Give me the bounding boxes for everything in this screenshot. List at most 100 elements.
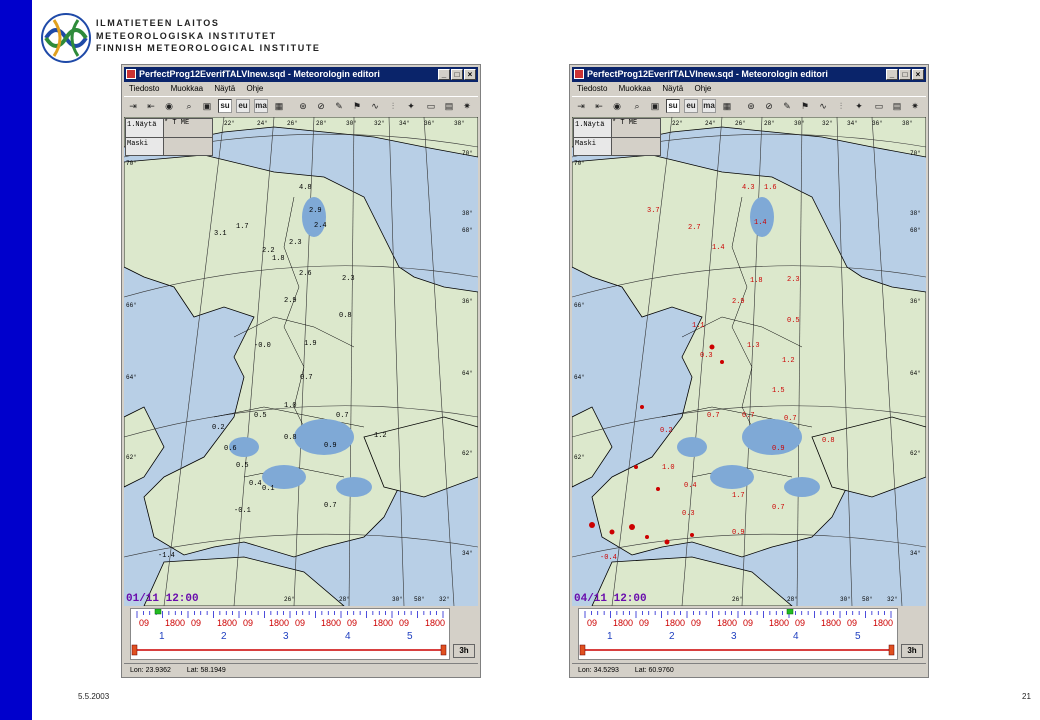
info-row-view[interactable]: 1.Näytä * T ME bbox=[573, 118, 661, 137]
table-icon[interactable]: ▤ bbox=[444, 101, 454, 111]
current-time-marker[interactable] bbox=[786, 609, 794, 615]
zoom-icon[interactable]: ⌕ bbox=[186, 101, 192, 111]
database-icon[interactable]: ◉ bbox=[613, 101, 621, 111]
database-icon[interactable]: ◉ bbox=[165, 101, 173, 111]
time-range-end-handle[interactable] bbox=[440, 644, 447, 656]
chart-icon[interactable]: ⫶ bbox=[391, 101, 395, 111]
load-data-icon[interactable]: ⇥ bbox=[129, 101, 137, 111]
lat-readout: Lat: 60.9760 bbox=[634, 667, 674, 674]
svg-text:28°: 28° bbox=[764, 120, 775, 127]
wind-icon[interactable]: ⚑ bbox=[352, 101, 362, 111]
svg-text:4.8: 4.8 bbox=[299, 184, 312, 192]
map-su-button[interactable]: su bbox=[666, 99, 680, 113]
svg-text:0.5: 0.5 bbox=[787, 317, 800, 325]
menu-edit[interactable]: Muokkaa bbox=[170, 84, 204, 93]
compass-icon[interactable]: ⊛ bbox=[747, 101, 755, 111]
grid-icon[interactable]: ▦ bbox=[274, 101, 284, 111]
svg-text:22°: 22° bbox=[224, 120, 235, 127]
close-button[interactable]: × bbox=[912, 69, 924, 80]
weather-map[interactable]: 4.8 2.9 3.1 1.7 2.4 2.3 2.2 1.8 2.6 2.3 … bbox=[124, 117, 478, 606]
zoom-area-icon[interactable]: ▣ bbox=[202, 101, 212, 111]
svg-text:28°: 28° bbox=[316, 120, 327, 127]
map-ma-button[interactable]: ma bbox=[702, 99, 716, 113]
info-row-view[interactable]: 1.Näytä * T ME bbox=[125, 118, 213, 137]
timeline-hour-label: 1800 bbox=[165, 618, 185, 628]
svg-text:0.7: 0.7 bbox=[784, 415, 797, 423]
time-range-end-handle[interactable] bbox=[888, 644, 895, 656]
svg-text:64°: 64° bbox=[910, 370, 921, 377]
screen-icon[interactable]: ▭ bbox=[426, 101, 436, 111]
timeline-day-label: 2 bbox=[221, 631, 227, 642]
lightbulb-icon[interactable]: ✦ bbox=[407, 101, 415, 111]
chart-icon[interactable]: ⫶ bbox=[839, 101, 843, 111]
wind-icon[interactable]: ⚑ bbox=[800, 101, 810, 111]
settings-icon[interactable]: ✷ bbox=[463, 101, 471, 111]
timeline-hour-label: 09 bbox=[347, 618, 357, 628]
svg-text:38°: 38° bbox=[910, 210, 921, 217]
zoom-area-icon[interactable]: ▣ bbox=[650, 101, 660, 111]
window-titlebar[interactable]: PerfectProg12EverifTALVInew.sqd - Meteor… bbox=[572, 67, 926, 82]
minimize-button[interactable]: _ bbox=[438, 69, 450, 80]
maximize-button[interactable]: □ bbox=[451, 69, 463, 80]
load-data-icon[interactable]: ⇥ bbox=[577, 101, 585, 111]
tool-icon[interactable]: ✎ bbox=[335, 101, 343, 111]
time-step-button[interactable]: 3h bbox=[453, 644, 475, 658]
svg-text:1.8: 1.8 bbox=[272, 255, 285, 263]
map-eu-button[interactable]: eu bbox=[684, 99, 698, 113]
svg-text:38°: 38° bbox=[454, 120, 465, 127]
minimize-button[interactable]: _ bbox=[886, 69, 898, 80]
screen-icon[interactable]: ▭ bbox=[874, 101, 884, 111]
logo-line-1: ILMATIETEEN LAITOS bbox=[96, 18, 220, 28]
time-range-start-handle[interactable] bbox=[131, 644, 138, 656]
timeline-hour-label: 09 bbox=[691, 618, 701, 628]
window-titlebar[interactable]: PerfectProg12EverifTALVInew.sqd - Meteor… bbox=[124, 67, 478, 82]
menu-file[interactable]: Tiedosto bbox=[577, 84, 608, 93]
timeline-hour-label: 09 bbox=[847, 618, 857, 628]
menu-file[interactable]: Tiedosto bbox=[129, 84, 160, 93]
weather-map[interactable]: 4.3 1.6 3.7 2.7 1.4 1.4 1.8 2.3 2.9 0.5 … bbox=[572, 117, 926, 606]
menu-view[interactable]: Näytä bbox=[662, 84, 684, 93]
save-data-icon[interactable]: ⇤ bbox=[595, 101, 603, 111]
svg-text:1.1: 1.1 bbox=[692, 322, 705, 330]
info-row-mask[interactable]: Maski bbox=[125, 137, 213, 156]
grid-icon[interactable]: ▦ bbox=[722, 101, 732, 111]
save-data-icon[interactable]: ⇤ bbox=[147, 101, 155, 111]
info-row-value bbox=[611, 138, 660, 155]
map-eu-button[interactable]: eu bbox=[236, 99, 250, 113]
table-icon[interactable]: ▤ bbox=[892, 101, 902, 111]
maximize-button[interactable]: □ bbox=[899, 69, 911, 80]
svg-text:70°: 70° bbox=[910, 150, 921, 157]
menu-help[interactable]: Ohje bbox=[694, 84, 712, 93]
timeline-hour-label: 09 bbox=[139, 618, 149, 628]
info-row-mask[interactable]: Maski bbox=[573, 137, 661, 156]
time-range-start-handle[interactable] bbox=[579, 644, 586, 656]
zoom-icon[interactable]: ⌕ bbox=[634, 101, 640, 111]
svg-text:-0.1: -0.1 bbox=[234, 507, 251, 515]
map-su-button[interactable]: su bbox=[218, 99, 232, 113]
logo-line-3: FINNISH METEOROLOGICAL INSTITUTE bbox=[96, 43, 321, 53]
settings-icon[interactable]: ✷ bbox=[911, 101, 919, 111]
menu-edit[interactable]: Muokkaa bbox=[618, 84, 652, 93]
brush-icon[interactable]: ⊘ bbox=[765, 101, 773, 111]
curve-icon[interactable]: ∿ bbox=[371, 101, 379, 111]
time-control[interactable]: 09 1800 09 1800 09 1800 09 1800 09 1800 09 1800 1 2 3 4… bbox=[130, 608, 450, 660]
editor-window-left: PerfectProg12EverifTALVInew.sqd - Meteor… bbox=[121, 64, 481, 678]
menu-help[interactable]: Ohje bbox=[246, 84, 264, 93]
timeline-hour-label: 1800 bbox=[665, 618, 685, 628]
time-control[interactable]: 09 1800 09 1800 09 1800 09 1800 09 1800 09 1800 1 2 3 4… bbox=[578, 608, 898, 660]
tool-icon[interactable]: ✎ bbox=[783, 101, 791, 111]
current-time-marker[interactable] bbox=[154, 609, 162, 615]
menu-view[interactable]: Näytä bbox=[214, 84, 236, 93]
curve-icon[interactable]: ∿ bbox=[819, 101, 827, 111]
svg-text:66°: 66° bbox=[574, 302, 585, 309]
map-ma-button[interactable]: ma bbox=[254, 99, 268, 113]
svg-text:0.5: 0.5 bbox=[236, 462, 249, 470]
lightbulb-icon[interactable]: ✦ bbox=[855, 101, 863, 111]
close-button[interactable]: × bbox=[464, 69, 476, 80]
compass-icon[interactable]: ⊛ bbox=[299, 101, 307, 111]
timeline-day-label: 2 bbox=[669, 631, 675, 642]
time-step-button[interactable]: 3h bbox=[901, 644, 923, 658]
brush-icon[interactable]: ⊘ bbox=[317, 101, 325, 111]
